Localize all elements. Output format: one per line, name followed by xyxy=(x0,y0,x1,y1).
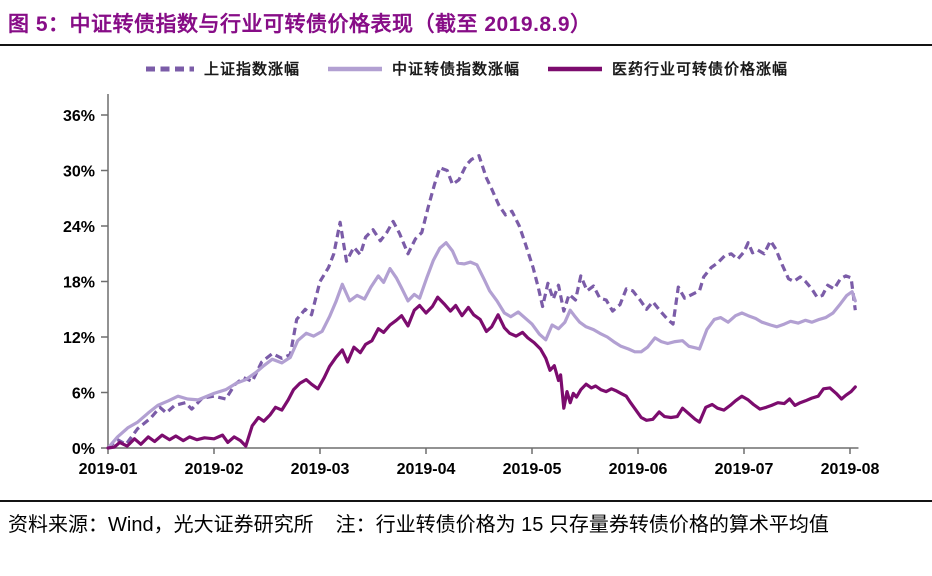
y-tick-label: 24% xyxy=(63,219,95,236)
x-tick-label: 2019-08 xyxy=(821,461,880,478)
x-tick-label: 2019-01 xyxy=(79,461,138,478)
chart-legend: 上证指数涨幅 中证转债指数涨幅 医药行业可转债价格涨幅 xyxy=(0,58,932,79)
legend-item-pharma-convertible: 医药行业可转债价格涨幅 xyxy=(546,58,788,79)
y-tick-label: 6% xyxy=(72,386,95,403)
series-line-2 xyxy=(106,295,857,450)
x-tick-label: 2019-03 xyxy=(291,461,350,478)
footer-divider xyxy=(0,500,932,502)
note-text: 注：行业转债价格为 15 只存量券转债价格的算术平均值 xyxy=(335,514,829,536)
series-line-0 xyxy=(106,154,857,450)
x-tick-label: 2019-06 xyxy=(609,461,668,478)
legend-label: 医药行业可转债价格涨幅 xyxy=(612,61,789,78)
dashed-line-icon xyxy=(145,66,194,71)
legend-item-csi-convertible: 中证转债指数涨幅 xyxy=(326,58,520,79)
y-tick-label: 12% xyxy=(63,330,95,347)
source-text: 资料来源：Wind，光大证券研究所 xyxy=(8,514,314,536)
y-tick-label: 18% xyxy=(63,275,95,292)
x-tick-label: 2019-02 xyxy=(185,461,244,478)
figure-title: 图 5：中证转债指数与行业可转债价格表现（截至 2019.8.9） xyxy=(8,13,592,36)
x-tick-label: 2019-05 xyxy=(503,461,562,478)
series-line-1 xyxy=(106,241,857,450)
legend-item-sse: 上证指数涨幅 xyxy=(144,58,300,79)
line-chart-svg: 0% 6% 12% 18% 24% 30% 36% 2019-01 2019-02 2019-03… xyxy=(63,94,880,478)
legend-label: 中证转债指数涨幅 xyxy=(391,61,520,78)
y-tick-label: 36% xyxy=(63,108,95,125)
solid-line-light-icon xyxy=(327,66,382,71)
source-note: 资料来源：Wind，光大证券研究所 注：行业转债价格为 15 只存量券转债价格的算… xyxy=(8,510,908,540)
title-divider xyxy=(0,44,932,46)
y-tick-label: 30% xyxy=(63,164,95,181)
x-tick-label: 2019-04 xyxy=(397,461,456,478)
y-tick-label: 0% xyxy=(72,441,95,458)
chart-area: 0% 6% 12% 18% 24% 30% 36% 2019-01 2019-02 2019-03… xyxy=(0,84,932,501)
legend-label: 上证指数涨幅 xyxy=(203,61,300,78)
solid-line-dark-icon xyxy=(548,66,602,71)
x-tick-label: 2019-07 xyxy=(715,461,774,478)
